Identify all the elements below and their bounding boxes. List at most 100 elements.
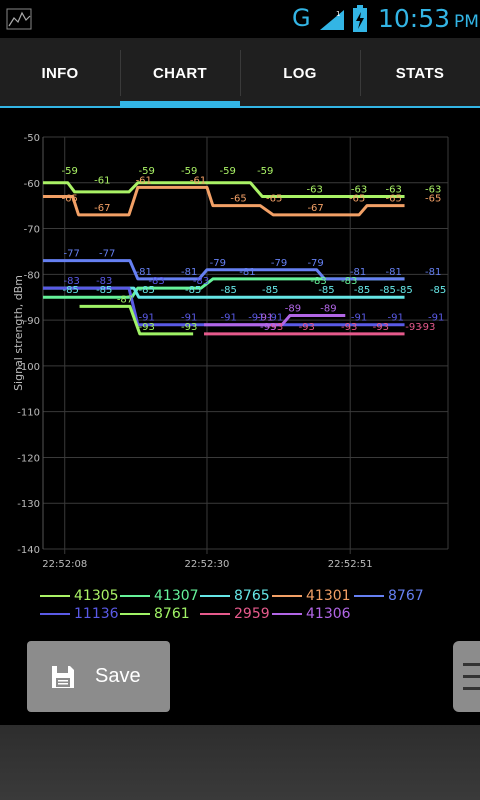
data-label: -83 [63, 276, 79, 287]
series-line-8767 [43, 259, 405, 281]
series-line-41306 [204, 314, 346, 327]
legend-swatch [272, 613, 302, 615]
data-label: -59 [181, 166, 197, 177]
data-label: -93 [267, 322, 283, 333]
data-label: -85 [139, 285, 155, 296]
data-label: -93 [419, 322, 435, 333]
data-label: -59 [257, 166, 273, 177]
legend-swatch [200, 613, 230, 615]
tab-chart[interactable]: CHART [153, 64, 207, 82]
data-label: -65 [349, 194, 365, 205]
y-axis-label: Signal strength, dBm [12, 275, 25, 391]
legend-label: 2959 [234, 606, 270, 622]
data-label: -77 [99, 249, 115, 260]
y-tick-label: -110 [17, 408, 40, 419]
data-label: -65 [266, 194, 282, 205]
data-label: -59 [220, 166, 236, 177]
data-label: -85 [185, 285, 201, 296]
tab-bar: INFO CHART LOG STATS [0, 38, 480, 108]
data-label: -93 [139, 322, 155, 333]
data-label: -91 [428, 313, 444, 324]
data-label: -85 [96, 285, 112, 296]
legend-label: 41307 [154, 588, 199, 604]
legend-item: 41305 [40, 588, 119, 604]
data-label: -59 [61, 166, 77, 177]
legend-label: 41306 [306, 606, 351, 622]
legend-item: 8767 [354, 588, 424, 604]
data-label: -91 [221, 313, 237, 324]
legend-swatch [200, 595, 230, 597]
legend-swatch [120, 613, 150, 615]
save-button-label: Save [95, 665, 141, 687]
legend-swatch [120, 595, 150, 597]
clock: 10:53 PM [378, 4, 479, 33]
data-label: -93 [405, 322, 421, 333]
data-label: -91 [248, 313, 264, 324]
chart-legend: 41305 41307 8765 41301 8767 11136 8761 2959 4130… [40, 588, 480, 624]
legend-swatch [272, 595, 302, 597]
data-label: -65 [425, 194, 441, 205]
y-tick-label: -80 [24, 270, 40, 281]
data-label: -79 [210, 258, 226, 269]
y-tick-label: -130 [17, 499, 40, 510]
series-line-41307 [43, 277, 405, 299]
legend-label: 8761 [154, 606, 190, 622]
data-label: -61 [136, 175, 152, 186]
data-label: -63 [385, 185, 401, 196]
data-label: -67 [94, 203, 110, 214]
tab-log[interactable]: LOG [283, 64, 317, 82]
data-label: -83 [148, 276, 164, 287]
data-label: -83 [310, 276, 326, 287]
data-label: -61 [190, 175, 206, 186]
series-line-41305 [43, 181, 405, 199]
status-bar: G 1 10:53 PM [0, 0, 480, 38]
y-tick-label: -50 [24, 133, 40, 144]
data-label: -81 [385, 267, 401, 278]
navigation-bar [0, 725, 480, 800]
data-label: -65 [230, 194, 246, 205]
data-label: -91 [267, 313, 283, 324]
chart-panel: -50 -60 -70 -80 -90 -100 -110 -120 -130 -140 22:52… [0, 108, 480, 725]
side-drawer-handle[interactable] [453, 641, 480, 712]
save-icon [52, 665, 74, 688]
data-label: -59 [139, 166, 155, 177]
data-label: -83 [341, 276, 357, 287]
tab-stats[interactable]: STATS [395, 64, 445, 82]
data-label: -85 [354, 285, 370, 296]
data-label: -89 [320, 304, 336, 315]
data-label: -81 [181, 267, 197, 278]
data-label: -89 [285, 304, 301, 315]
data-label: -63 [425, 185, 441, 196]
legend-item: 41307 [120, 588, 199, 604]
data-label: -79 [271, 258, 287, 269]
data-label: -85 [62, 285, 78, 296]
data-label: -83 [96, 276, 112, 287]
legend-label: 41305 [74, 588, 119, 604]
data-label: -93 [299, 322, 315, 333]
legend-swatch [40, 595, 70, 597]
legend-item: 8761 [120, 606, 190, 622]
data-label: -77 [63, 249, 79, 260]
save-button[interactable]: Save [27, 641, 170, 712]
menu-icon [463, 663, 480, 690]
tab-divider [240, 50, 241, 96]
legend-swatch [40, 613, 70, 615]
data-label: -93 [181, 322, 197, 333]
y-tick-label: -60 [24, 179, 40, 190]
battery-icon [353, 5, 367, 32]
data-label: -93 [341, 322, 357, 333]
legend-swatch [354, 595, 384, 597]
legend-label: 41301 [306, 588, 351, 604]
data-label: -61 [94, 175, 110, 186]
svg-text:1: 1 [336, 10, 340, 18]
data-label: -93 [373, 322, 389, 333]
y-tick-label: -90 [24, 316, 40, 327]
data-label: -93 [260, 322, 276, 333]
data-label: -81 [350, 267, 366, 278]
signal-chart: -50-60-70-80-90-100-110-120-130-14022:52… [12, 133, 449, 570]
tab-info[interactable]: INFO [41, 64, 79, 82]
data-label: -91 [139, 313, 155, 324]
signal-strength-icon: 1 [320, 10, 344, 30]
data-label: -87 [117, 294, 133, 305]
x-tick-label: 22:52:08 [42, 559, 87, 570]
